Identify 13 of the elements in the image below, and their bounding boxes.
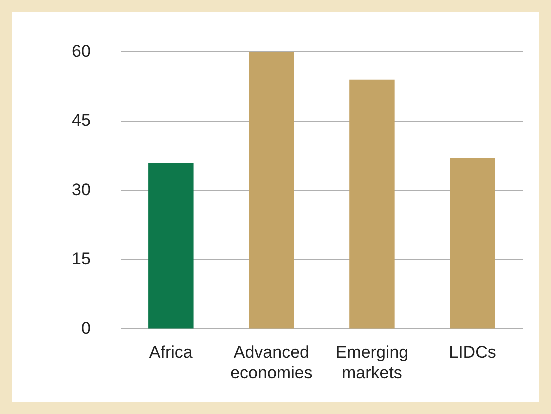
y-tick-label: 45 <box>72 111 91 130</box>
bar <box>350 80 395 329</box>
bar <box>148 163 194 329</box>
x-tick-label: Advanced economies <box>230 343 313 382</box>
x-tick-label: Emerging markets <box>336 343 409 382</box>
y-tick-label: 60 <box>72 42 91 61</box>
bar <box>450 158 496 329</box>
y-tick-label: 30 <box>72 180 91 200</box>
x-tick-label: Africa <box>149 343 194 362</box>
x-tick-label: LIDCs <box>449 343 496 362</box>
bar <box>249 52 294 329</box>
y-tick-label: 15 <box>72 250 91 269</box>
y-tick-label: 0 <box>81 318 91 338</box>
